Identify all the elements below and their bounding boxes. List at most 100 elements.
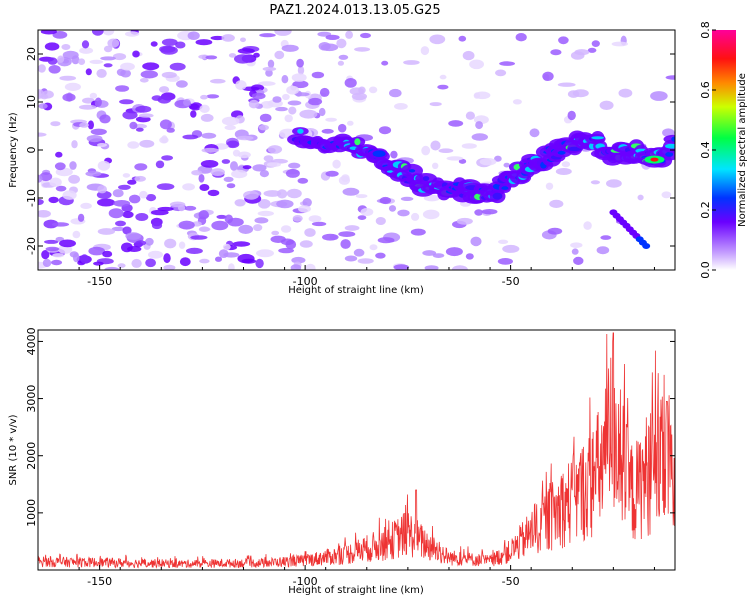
heatmap-noise-blob	[344, 78, 357, 88]
heatmap-noise-blob	[302, 198, 312, 207]
heatmap-noise-blob	[79, 122, 89, 128]
heatmap-noise-blob	[499, 61, 515, 66]
heatmap-noise-blob	[474, 91, 491, 100]
heatmap-noise-blob	[458, 158, 467, 164]
heatmap-noise-blob	[251, 92, 266, 100]
heatmap-noise-blob	[325, 34, 340, 41]
heatmap-noise-blob	[145, 237, 154, 246]
snr-axes: -150 -100 -50 1000 2000 3000 4000	[25, 327, 675, 588]
heatmap-noise-blob	[378, 126, 392, 135]
heatmap-noise-blob	[113, 200, 131, 207]
heatmap-noise-blob	[179, 257, 191, 267]
heatmap-noise-blob	[210, 78, 226, 84]
heatmap-noise-blob	[319, 87, 330, 97]
heatmap-noise-blob	[135, 127, 144, 132]
heatmap-noise-blob	[97, 185, 107, 194]
heatmap-noise-blob	[124, 31, 140, 37]
heatmap-y-tick-label: 20	[25, 47, 38, 61]
heatmap-noise-blob	[221, 159, 231, 164]
heatmap-noise-blob	[424, 265, 439, 270]
heatmap-noise-blob	[135, 105, 152, 113]
heatmap-noise-blob	[252, 164, 267, 172]
heatmap-noise-blob	[112, 189, 124, 198]
heatmap-noise-blob	[82, 97, 95, 104]
heatmap-noise-blob	[183, 99, 191, 106]
heatmap-noise-blob	[662, 128, 675, 137]
heatmap-noise-blob	[299, 109, 318, 119]
heatmap-noise-blob	[567, 90, 580, 98]
heatmap-noise-blob	[284, 114, 293, 123]
heatmap-noise-blob	[355, 194, 368, 199]
snr-y-tick-label: 1000	[25, 499, 38, 527]
heatmap-noise-blob	[529, 128, 540, 138]
ridge-core	[492, 192, 503, 200]
heatmap-noise-blob	[155, 160, 165, 169]
ridge-core	[354, 138, 361, 146]
heatmap-noise-blob	[122, 173, 131, 178]
heatmap-noise-blob	[52, 253, 65, 258]
heatmap-noise-blob	[587, 47, 597, 53]
heatmap-noise-blob	[210, 35, 225, 41]
heatmap-noise-blob	[81, 40, 90, 49]
heatmap-noise-blob	[360, 32, 371, 39]
heatmap-noise-blob	[448, 120, 464, 127]
heatmap-noise-blob	[231, 169, 248, 179]
heatmap-noise-blob	[296, 58, 304, 68]
heatmap-noise-blob	[285, 239, 297, 250]
heatmap-noise-blob	[318, 107, 326, 117]
heatmap-noise-blob	[375, 252, 386, 259]
heatmap-noise-blob	[344, 225, 360, 231]
heatmap-noise-blob	[200, 113, 214, 122]
heatmap-noise-blob	[481, 209, 498, 215]
heatmap-noise-blob	[85, 171, 102, 177]
heatmap-noise-blob	[558, 36, 569, 45]
heatmap-noise-blob	[547, 227, 563, 235]
heatmap-noise-blob	[139, 190, 148, 199]
heatmap-noise-blob	[127, 141, 140, 149]
heatmap-noise-blob	[55, 151, 63, 158]
heatmap-noise-blob	[190, 235, 208, 240]
heatmap-noise-blob	[115, 220, 126, 227]
heatmap-noise-blob	[254, 217, 269, 224]
snr-panel: -150 -100 -50 1000 2000 3000 4000 Height of st…	[8, 327, 676, 596]
heatmap-noise-blob	[256, 249, 274, 258]
heatmap-noise-blob	[353, 248, 365, 257]
snr-background	[38, 330, 675, 570]
heatmap-noise-blob	[234, 199, 246, 207]
heatmap-noise-blob	[207, 189, 220, 197]
heatmap-noise-blob	[211, 220, 229, 231]
heatmap-noise-blob	[338, 123, 347, 133]
heatmap-noise-blob	[317, 31, 332, 37]
heatmap-noise-blob	[446, 156, 464, 161]
heatmap-noise-blob	[129, 194, 141, 204]
heatmap-noise-blob	[169, 62, 186, 71]
heatmap-noise-blob	[135, 213, 149, 221]
heatmap-noise-blob	[206, 94, 220, 99]
heatmap-noise-blob	[561, 161, 571, 168]
heatmap-noise-blob	[410, 228, 426, 236]
heatmap-noise-blob	[215, 256, 222, 262]
heatmap-noise-blob	[191, 170, 203, 176]
heatmap-noise-blob	[308, 97, 323, 106]
heatmap-noise-blob	[389, 88, 402, 98]
heatmap-noise-blob	[104, 266, 120, 270]
heatmap-noise-blob	[281, 75, 289, 84]
heatmap-noise-blob	[201, 132, 217, 139]
heatmap-noise-blob	[542, 71, 554, 82]
heatmap-noise-blob	[421, 145, 431, 156]
heatmap-noise-blob	[368, 86, 378, 94]
heatmap-noise-blob	[422, 209, 440, 220]
heatmap-noise-blob	[178, 241, 186, 249]
heatmap-noise-blob	[258, 81, 276, 86]
heatmap-noise-blob	[338, 231, 356, 238]
heatmap-noise-blob	[159, 86, 170, 93]
ridge-core	[422, 176, 430, 181]
heatmap-noise-blob	[236, 135, 254, 141]
heatmap-noise-blob	[59, 239, 76, 248]
heatmap-noise-blob	[198, 174, 205, 183]
heatmap-noise-blob	[611, 41, 628, 47]
heatmap-noise-blob	[456, 217, 473, 225]
heatmap-y-tick-label: 10	[25, 95, 38, 109]
chart-title: PAZ1.2024.013.13.05.G25	[269, 3, 440, 18]
